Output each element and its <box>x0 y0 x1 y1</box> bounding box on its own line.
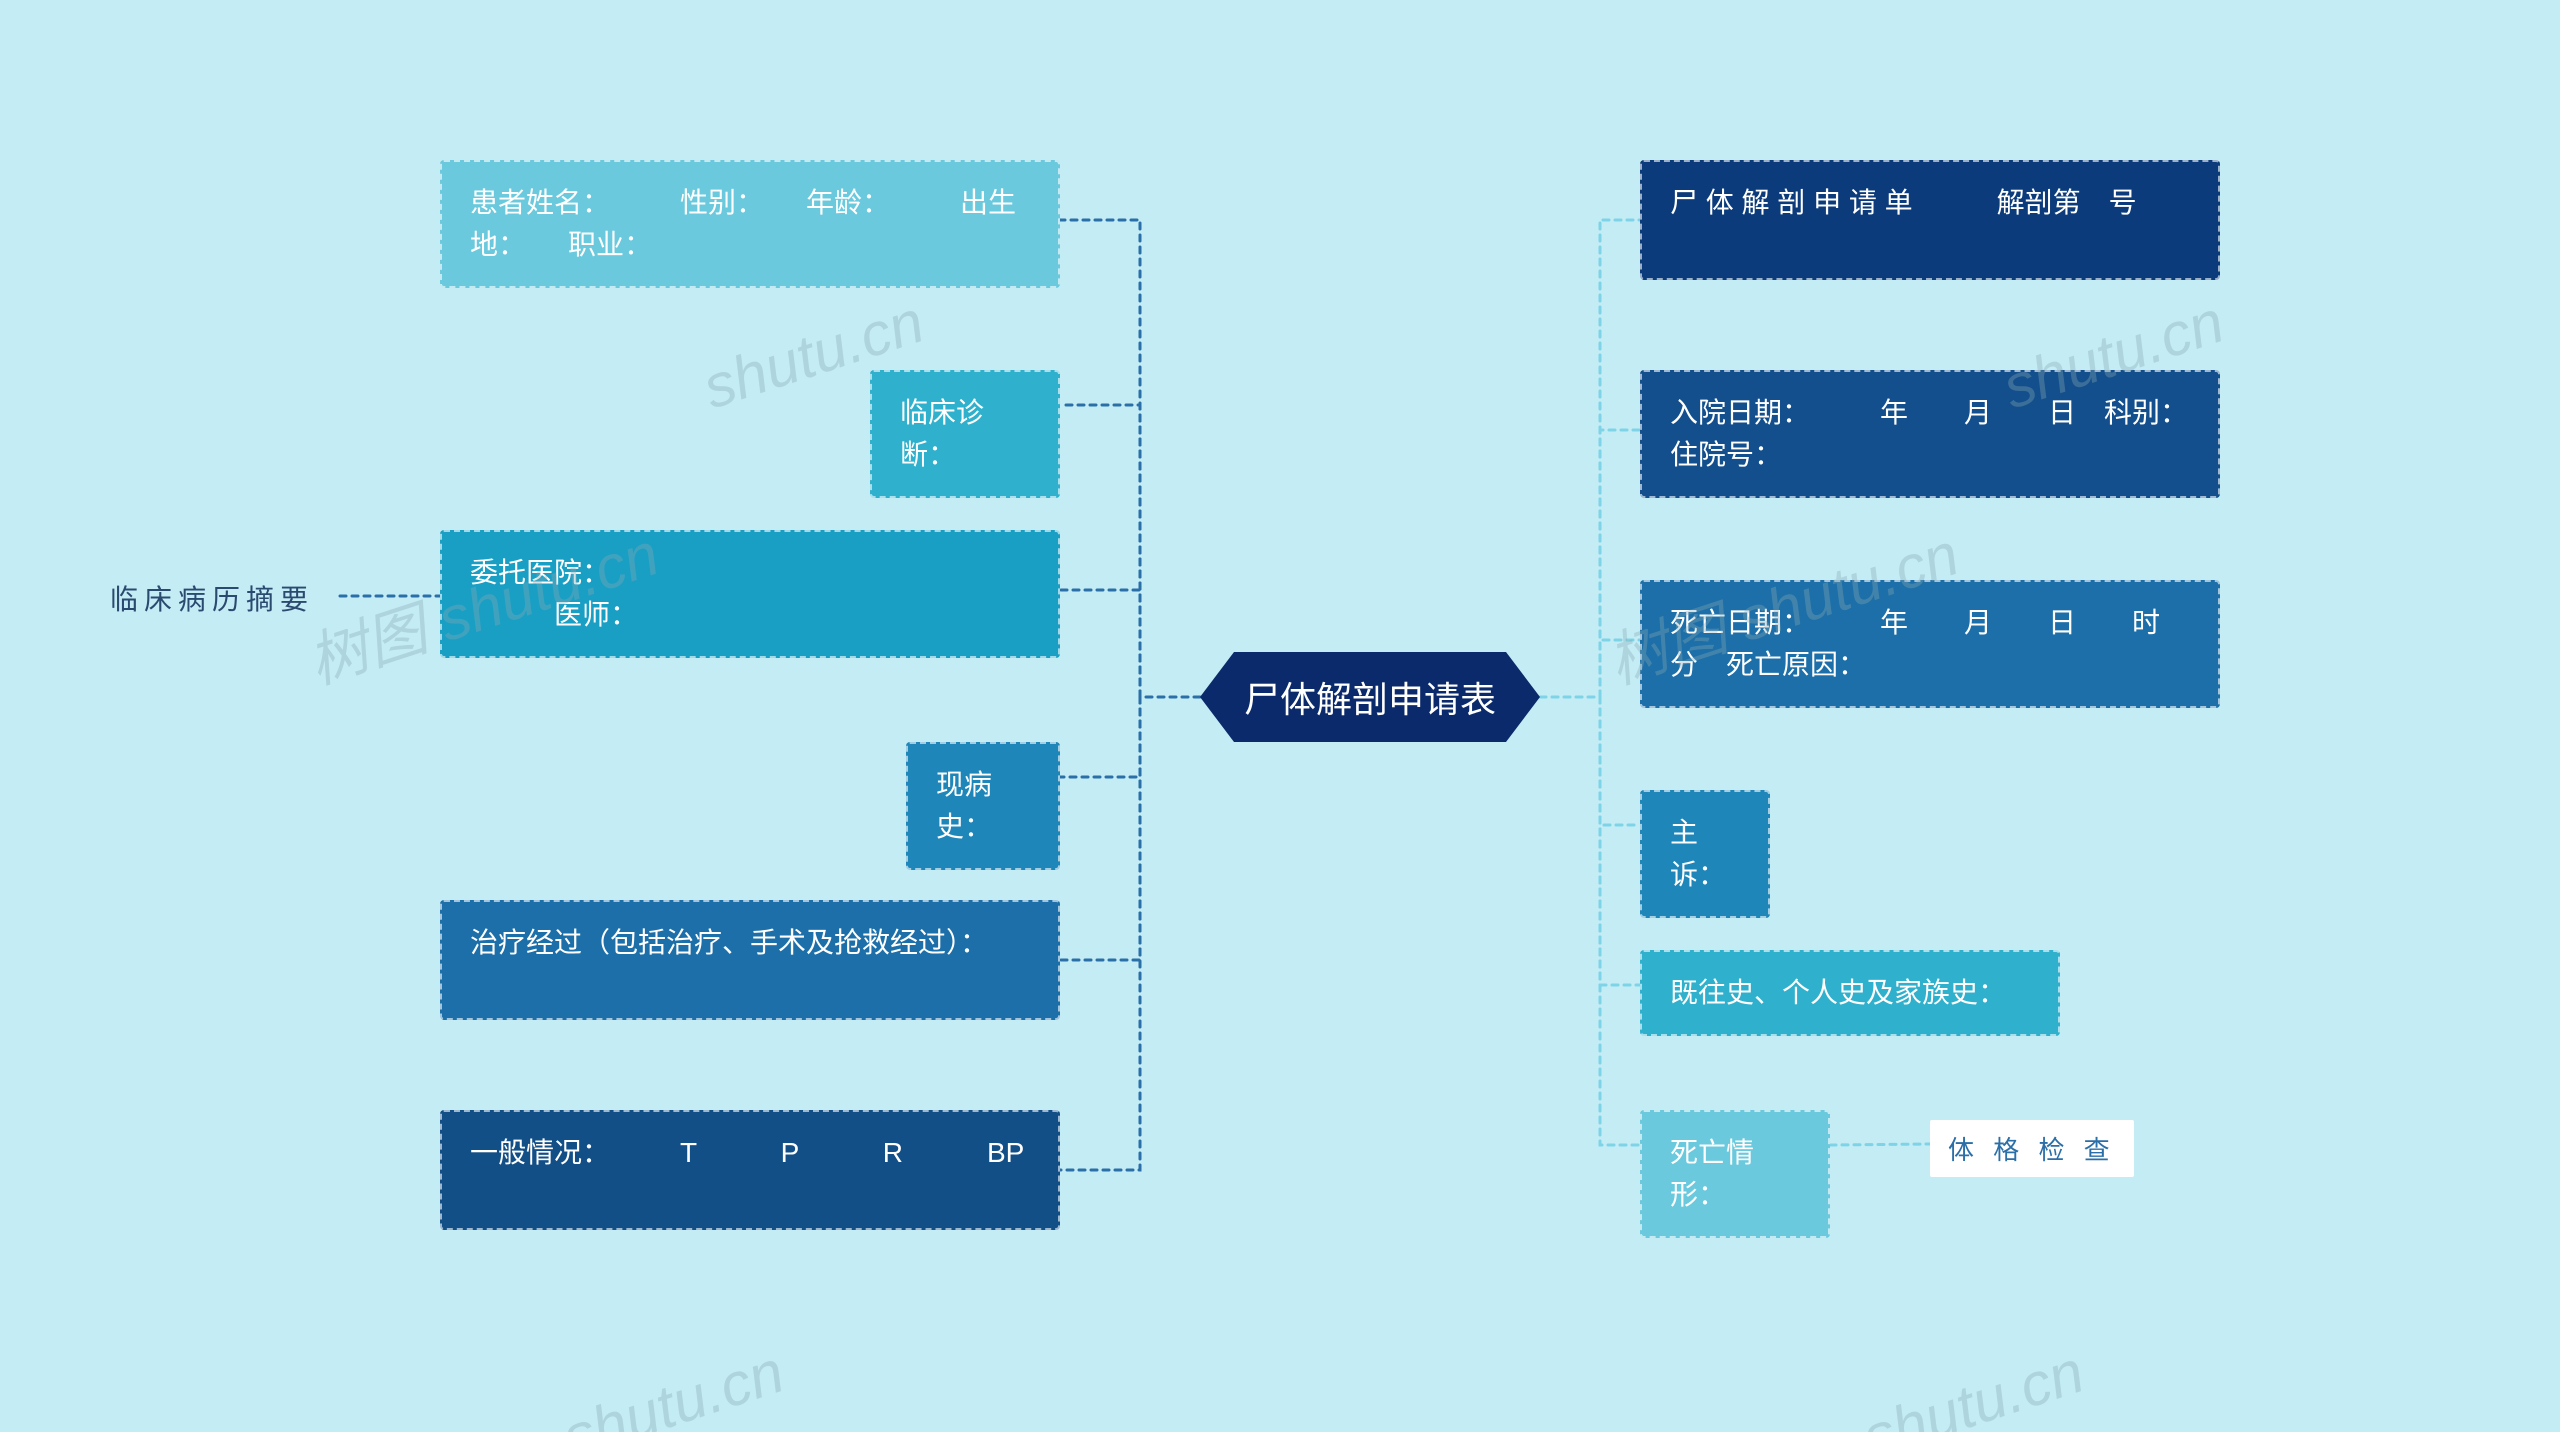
left-branch-label: 临床病历摘要 <box>110 578 314 618</box>
left-node-l3-text: 委托医院： 医师： <box>470 557 638 630</box>
left-node-l1-text: 患者姓名： 性别： 年龄： 出生地： 职业： <box>470 187 1016 260</box>
left-node-l3: 委托医院： 医师： <box>440 530 1060 658</box>
right-node-r3: 死亡日期： 年 月 日 时 分 死亡原因： <box>1640 580 2220 708</box>
left-node-l4-text: 现病史： <box>936 769 992 842</box>
sublabel-physical-exam: 体 格 检 查 <box>1930 1120 2134 1177</box>
left-node-l2: 临床诊断： <box>870 370 1060 498</box>
right-node-r2-text: 入院日期： 年 月 日 科别： 住院号： <box>1670 397 2258 470</box>
watermark: shutu.cn <box>555 1337 792 1432</box>
left-node-l6: 一般情况： T P R BP <box>440 1110 1060 1230</box>
left-node-l6-text: 一般情况： T P R BP <box>470 1137 1024 1168</box>
left-node-l5: 治疗经过（包括治疗、手术及抢救经过）： <box>440 900 1060 1020</box>
right-node-r1-text: 尸 体 解 剖 申 请 单 解剖第 号 <box>1670 187 2137 218</box>
watermark: shutu.cn <box>1855 1337 2092 1432</box>
right-node-r5-text: 既往史、个人史及家族史： <box>1670 977 2006 1008</box>
left-node-l4: 现病史： <box>906 742 1060 870</box>
right-node-r4-text: 主诉： <box>1670 817 1726 890</box>
right-node-r2: 入院日期： 年 月 日 科别： 住院号： <box>1640 370 2220 498</box>
right-node-r6: 死亡情形： <box>1640 1110 1830 1238</box>
right-node-r3-text: 死亡日期： 年 月 日 时 分 死亡原因： <box>1670 607 2216 680</box>
left-node-l5-text: 治疗经过（包括治疗、手术及抢救经过）： <box>470 927 988 958</box>
right-node-r6-text: 死亡情形： <box>1670 1137 1754 1210</box>
right-node-r4: 主诉： <box>1640 790 1770 918</box>
right-node-r1: 尸 体 解 剖 申 请 单 解剖第 号 <box>1640 160 2220 280</box>
left-node-l1: 患者姓名： 性别： 年龄： 出生地： 职业： <box>440 160 1060 288</box>
center-label: 尸体解剖申请表 <box>1244 671 1496 723</box>
left-node-l2-text: 临床诊断： <box>900 397 984 470</box>
right-node-r5: 既往史、个人史及家族史： <box>1640 950 2060 1036</box>
center-node: 尸体解剖申请表 <box>1200 652 1540 742</box>
